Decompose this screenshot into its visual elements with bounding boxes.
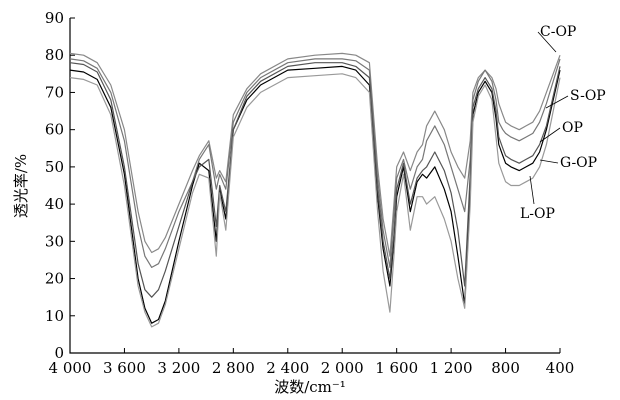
series-leader-s-op	[545, 95, 569, 109]
series-line-c-op	[69, 52, 561, 257]
y-tick-label: 0	[54, 344, 64, 362]
x-tick-label: 1 600	[375, 359, 418, 377]
x-tick-label: 2 400	[266, 359, 309, 377]
series-label-s-op: S-OP	[570, 88, 606, 104]
y-tick-label: 80	[45, 46, 64, 64]
y-tick-label: 20	[45, 270, 64, 288]
y-tick-label: 70	[45, 83, 64, 101]
series-leader-g-op	[539, 159, 559, 164]
series-line-op	[69, 65, 561, 324]
series-label-g-op: G-OP	[560, 155, 597, 171]
x-axis-title: 波数/cm⁻¹	[274, 378, 346, 396]
x-tick-label: 3 200	[157, 359, 200, 377]
y-ticks: 0 10 20 30 40 50 60 70 80 90	[45, 9, 75, 362]
y-tick-label: 50	[45, 158, 64, 176]
x-tick-label: 800	[491, 359, 520, 377]
series-lines	[69, 52, 561, 328]
x-tick-label: 2 000	[321, 359, 364, 377]
series-line-g-op	[69, 62, 561, 298]
series-leader-c-op	[537, 31, 557, 53]
series-leader-l-op	[529, 175, 535, 205]
y-tick-label: 30	[45, 232, 64, 250]
y-tick-label: 60	[45, 121, 64, 139]
x-tick-label: 3 600	[103, 359, 146, 377]
x-tick-label: 4 000	[49, 359, 92, 377]
x-ticks: 4 000 3 600 3 200 2 800 2 400 2 000 1 600 1 200…	[49, 348, 575, 377]
series-leader-op	[539, 127, 561, 143]
y-axis-title: 透光率/%	[12, 154, 30, 218]
series-line-s-op	[69, 58, 561, 268]
series-line-l-op	[69, 73, 561, 328]
series-label-op: OP	[562, 120, 583, 136]
series-label-l-op: L-OP	[520, 206, 555, 222]
series-label-c-op: C-OP	[540, 24, 576, 40]
y-tick-label: 10	[45, 307, 64, 325]
x-tick-label: 400	[546, 359, 575, 377]
y-tick-label: 40	[45, 195, 64, 213]
series-labels: C-OP S-OP OP G-OP L-OP	[520, 24, 606, 222]
x-tick-label: 1 200	[430, 359, 473, 377]
y-tick-label: 90	[45, 9, 64, 27]
x-tick-label: 2 800	[212, 359, 255, 377]
